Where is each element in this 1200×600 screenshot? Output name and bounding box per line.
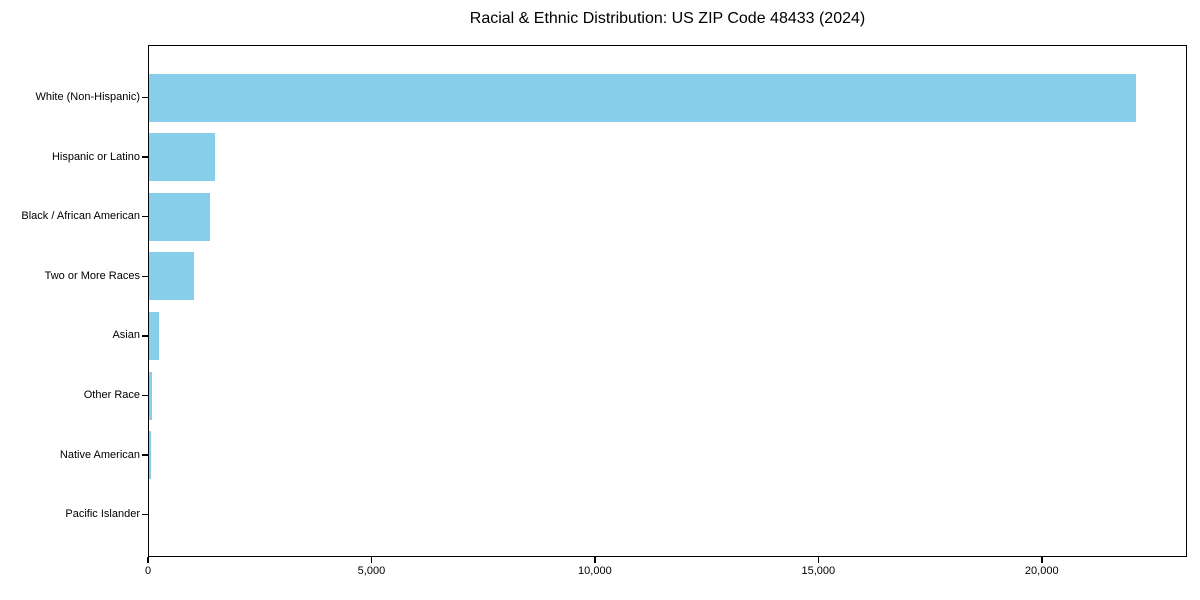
x-tick-mark [1041, 557, 1043, 563]
x-tick-label: 20,000 [1024, 565, 1059, 577]
y-tick-label: Other Race [83, 389, 140, 401]
chart-title: Racial & Ethnic Distribution: US ZIP Cod… [469, 10, 866, 27]
y-tick-mark [142, 275, 148, 278]
y-tick-label: White (Non-Hispanic) [35, 91, 140, 103]
y-tick-mark [142, 96, 148, 99]
y-tick-label: Two or More Races [44, 269, 140, 282]
x-tick-mark [594, 557, 596, 563]
x-tick-mark [370, 557, 373, 563]
y-tick-mark [142, 454, 148, 456]
x-tick-mark [817, 557, 820, 563]
bar [148, 431, 151, 480]
plot-area [148, 45, 1187, 557]
y-tick-mark [142, 394, 148, 397]
x-tick-mark [147, 557, 149, 563]
y-tick-label: Black / African American [21, 210, 140, 223]
x-tick-label: 15,000 [801, 565, 836, 577]
y-tick-label: Pacific Islander [65, 508, 140, 521]
y-tick-mark [142, 215, 148, 218]
bar [148, 371, 153, 420]
y-tick-label: Hispanic or Latino [51, 150, 140, 163]
x-tick-label: 5,000 [357, 565, 386, 577]
bar [148, 311, 159, 360]
y-tick-label: Asian [112, 329, 140, 342]
x-tick-label: 0 [144, 565, 152, 577]
y-tick-mark [142, 513, 148, 516]
x-tick-label: 10,000 [578, 565, 612, 577]
bar [148, 73, 1136, 122]
y-tick-mark [142, 156, 148, 158]
y-tick-label: Native American [59, 448, 140, 461]
y-tick-mark [142, 335, 148, 337]
bar [148, 192, 210, 241]
bar [148, 252, 194, 301]
bar [148, 133, 215, 182]
